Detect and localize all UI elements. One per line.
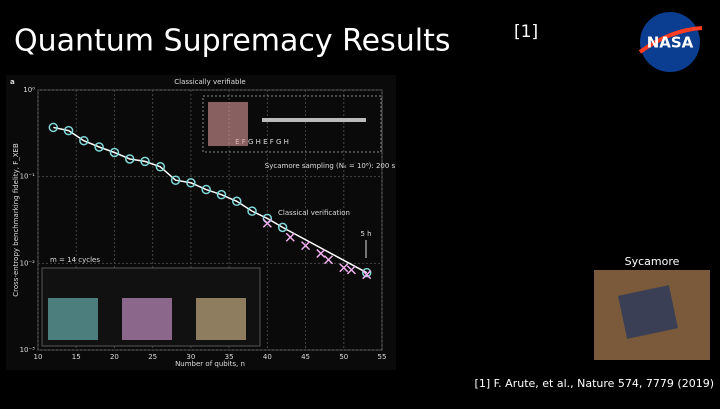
- point: [94, 142, 104, 152]
- title-ref: [1]: [514, 22, 538, 42]
- point: [323, 255, 334, 265]
- point: [361, 267, 372, 278]
- chip: [617, 285, 679, 339]
- photo-label: Sycamore: [625, 255, 680, 268]
- point: [362, 270, 372, 280]
- point: [277, 222, 288, 233]
- x-tick-label: 50: [339, 353, 348, 361]
- point: [346, 265, 356, 275]
- x-tick-label: 20: [110, 353, 119, 361]
- full-grid: [48, 298, 98, 340]
- logo-swoosh: [638, 26, 703, 54]
- x-axis-label: Number of qubits, n: [175, 360, 245, 368]
- point: [63, 125, 74, 136]
- point: [124, 154, 135, 164]
- annotation: Classical verification: [278, 209, 350, 217]
- point: [170, 175, 181, 185]
- elided-grid: [122, 298, 172, 340]
- x-tick-label: 45: [301, 353, 310, 361]
- logo-circle: [640, 12, 700, 72]
- x-tick-label: 30: [186, 353, 195, 361]
- x-tick-label: 25: [148, 353, 157, 361]
- x-tick-label: 35: [225, 353, 234, 361]
- y-tick-label: 10⁰: [23, 86, 35, 94]
- point: [109, 147, 120, 158]
- y-tick-label: 10⁻¹: [20, 173, 36, 181]
- y-axis-label: Cross-entropy benchmarking fidelity, F_X…: [12, 143, 20, 297]
- point: [186, 178, 196, 188]
- point: [140, 156, 150, 167]
- x-tick-label: 40: [263, 353, 272, 361]
- point: [301, 241, 311, 251]
- annotation: m = 14 cycles: [50, 256, 100, 264]
- slide-title: Quantum Supremacy Results: [14, 24, 451, 59]
- point: [247, 206, 257, 216]
- annotation: E F G H E F G H: [235, 138, 289, 146]
- point: [316, 248, 326, 258]
- annotation: 5 h: [360, 230, 371, 238]
- patch-grid: [196, 298, 246, 340]
- point: [262, 218, 272, 228]
- inset: [202, 95, 382, 153]
- x-tick-label: 10: [34, 353, 43, 361]
- y-tick-label: 10⁻³: [20, 346, 36, 354]
- chart-title: Classically verifiable: [174, 78, 245, 86]
- point: [216, 189, 227, 200]
- point: [285, 232, 295, 242]
- logo-text: NASA: [647, 34, 694, 52]
- nasa-logo: NASA: [638, 12, 703, 72]
- point: [232, 196, 242, 207]
- inset-wire: [262, 118, 366, 122]
- point: [201, 184, 211, 195]
- x-tick-label: 55: [378, 353, 387, 361]
- point: [48, 122, 59, 133]
- panel-label: a: [10, 78, 15, 86]
- point: [79, 135, 89, 146]
- annotation: Sycamore sampling (Nₛ = 10⁶): 200 s: [265, 162, 396, 170]
- y-tick-label: 10⁻²: [20, 259, 36, 267]
- point: [339, 263, 349, 273]
- x-tick-label: 15: [72, 353, 81, 361]
- prediction-line: [53, 126, 368, 274]
- point: [155, 162, 166, 172]
- inset-grid: [208, 102, 248, 146]
- reference: [1] F. Arute, et al., Nature 574, 7779 (…: [475, 377, 714, 390]
- inset-box: [202, 95, 382, 153]
